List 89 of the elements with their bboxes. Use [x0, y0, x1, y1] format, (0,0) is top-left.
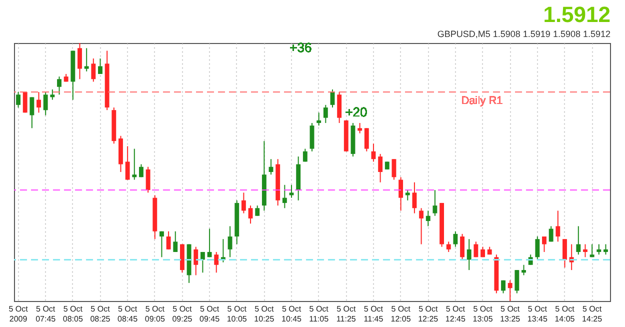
candlestick — [207, 228, 212, 258]
x-tick-label: 5 Oct 11:05 — [309, 304, 330, 324]
candlestick — [91, 58, 96, 82]
candlestick — [364, 128, 369, 152]
candlestick — [501, 280, 506, 294]
candlestick — [460, 233, 464, 260]
candlestick — [405, 190, 410, 201]
candlestick — [200, 251, 205, 274]
candlestick — [392, 158, 396, 180]
annotation: +36 — [290, 40, 312, 56]
candlestick — [194, 246, 198, 276]
text: GBPUSD,M5 1.5908 1.5919 1.5908 1.5912 — [437, 29, 610, 40]
candlestick — [302, 148, 308, 162]
candlestick — [78, 42, 82, 80]
candlestick — [474, 241, 478, 258]
candlestick — [378, 153, 383, 183]
candlestick — [282, 184, 287, 209]
candlestick — [323, 104, 328, 124]
x-tick-label: 5 Oct 08:25 — [90, 304, 111, 324]
x-tick-label: 5 Oct 08:05 — [62, 304, 84, 324]
x-tick-label: 5 Oct 13:05 — [472, 304, 494, 324]
candlestick — [50, 88, 55, 100]
x-tick-label: 5 Oct 09:25 — [172, 304, 193, 324]
candlestick — [214, 251, 219, 274]
x-tick-label: 5 Oct 08:45 — [118, 304, 138, 324]
x-tick-label: 5 Oct 10:45 — [281, 304, 302, 324]
candlestick — [583, 244, 588, 258]
candlestick — [596, 244, 602, 256]
x-tick-label: 5 Oct 11:25 — [336, 304, 356, 324]
candlestick — [43, 92, 48, 116]
candlestick — [604, 244, 608, 256]
candlestick — [255, 205, 260, 216]
candlestick — [84, 48, 89, 72]
candlestick — [139, 164, 144, 178]
candlestick — [316, 112, 322, 126]
candlestick — [337, 92, 342, 124]
candlestick — [508, 280, 512, 302]
candlestick — [248, 205, 253, 224]
x-tick-label: 5 Oct 09:45 — [200, 304, 220, 324]
x-tick-label: 5 Oct 14:25 — [582, 304, 603, 324]
candlestick — [125, 146, 130, 180]
x-tick-label: 5 Oct 12:05 — [390, 304, 412, 324]
candlestick — [166, 230, 171, 250]
x-tick-label: 5 Oct 10:25 — [254, 304, 275, 324]
candlestick — [466, 238, 472, 271]
candlestick — [528, 254, 533, 266]
candlestick — [30, 96, 34, 129]
ref-line-label: Daily R1 — [461, 95, 503, 108]
candlestick — [358, 122, 362, 134]
candlestick — [453, 230, 458, 248]
candlestick — [398, 176, 404, 212]
candlestick — [160, 230, 164, 258]
annotation: +20 — [345, 104, 368, 120]
candlestick — [514, 270, 520, 294]
candlestick — [576, 226, 581, 256]
x-tick-label: 5 Oct 13:25 — [500, 304, 521, 324]
candlestick — [36, 92, 41, 114]
candlestick — [146, 166, 150, 194]
x-tick-label: 5 Oct 12:25 — [418, 304, 439, 324]
candlestick — [412, 182, 417, 214]
x-tick-label: 5 Oct 14:05 — [554, 304, 576, 324]
candlestick — [548, 226, 554, 242]
x-tick-label: 5 Oct 12:45 — [445, 304, 466, 324]
x-tick-label: 5 Oct 11:45 — [364, 304, 384, 324]
candlestick — [228, 226, 232, 258]
candlestick — [98, 58, 102, 74]
chart-title: 1.5912 — [543, 2, 610, 28]
candlestick — [556, 210, 560, 242]
candlestick — [432, 190, 438, 216]
x-tick-label: 5 Oct 2009 — [8, 304, 29, 324]
candlestick — [310, 122, 314, 152]
candlestick — [241, 192, 246, 214]
x-tick-label: 5 Oct 09:05 — [144, 304, 166, 324]
candlestick — [426, 210, 430, 227]
x-tick-label: 5 Oct 13:45 — [527, 304, 548, 324]
candlestick — [590, 244, 594, 258]
candlestick — [569, 244, 574, 271]
candlestick — [132, 148, 137, 180]
candlestick — [57, 76, 62, 96]
candlestick — [562, 238, 567, 268]
candlestick — [522, 264, 526, 276]
candlestick — [542, 236, 546, 252]
x-tick-label: 5 Oct 10:05 — [226, 304, 248, 324]
candlestick — [446, 241, 451, 252]
candlestick — [173, 230, 178, 252]
candlestick — [535, 236, 540, 260]
candlestick — [419, 208, 424, 245]
x-tick-label: 5 Oct 07:45 — [36, 304, 56, 324]
candlestick — [16, 92, 20, 108]
